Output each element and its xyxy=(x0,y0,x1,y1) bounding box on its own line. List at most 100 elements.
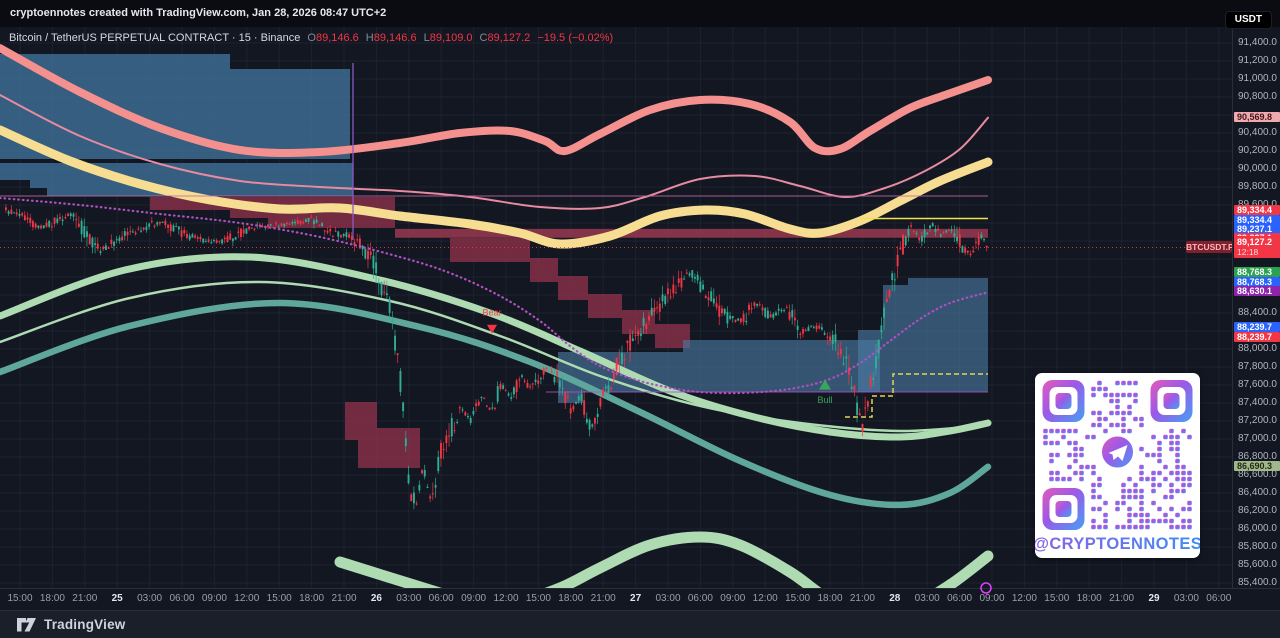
time-tick: 21:00 xyxy=(849,593,875,604)
time-tick: 18:00 xyxy=(558,593,584,604)
supply-zone-top-blue xyxy=(0,54,350,159)
ohlc-low-label: L xyxy=(423,32,430,44)
time-tick: 18:00 xyxy=(817,593,843,604)
time-tick: 21:00 xyxy=(1109,593,1135,604)
qr-code: @CRYPTOENNOTES xyxy=(1033,380,1202,553)
symbol-title[interactable]: Bitcoin / TetherUS PERPETUAL CONTRACT · … xyxy=(9,32,301,44)
price-tick: 85,600.0 xyxy=(1238,559,1277,570)
time-tick: 12:00 xyxy=(752,593,778,604)
time-tick: 03:00 xyxy=(914,593,940,604)
time-tick: 25 xyxy=(111,593,123,604)
supply-demand-zones xyxy=(0,54,988,468)
time-tick: 26 xyxy=(370,593,382,604)
price-tick: 85,400.0 xyxy=(1238,577,1277,588)
time-tick: 12:00 xyxy=(234,593,260,604)
time-tick: 21:00 xyxy=(72,593,98,604)
pink-line xyxy=(0,94,989,210)
time-axis[interactable]: 15:00 18:00 21:00 25 03:00 06:00 09:00 12:00 15:… xyxy=(0,582,1280,610)
ohlc-high-value: 89,146.6 xyxy=(373,32,417,44)
level-lines xyxy=(0,63,1232,418)
event-marker-icon[interactable] xyxy=(979,581,993,595)
time-tick: 06:00 xyxy=(169,593,195,604)
time-tick: 18:00 xyxy=(299,593,325,604)
chart-area[interactable]: Bear Bull Bitcoin / TetherUS PERPETUAL CO… xyxy=(0,27,1232,588)
bear-label: Bear xyxy=(482,308,501,318)
price-tick: 86,600.0 xyxy=(1238,469,1277,480)
time-tick: 15:00 xyxy=(266,593,292,604)
bottom-toolbar: TradingView xyxy=(0,610,1280,638)
indicator-price-label: 88,630.1 xyxy=(1234,286,1280,296)
time-tick: 03:00 xyxy=(655,593,681,604)
time-tick: 18:00 xyxy=(39,593,65,604)
demand-zone-right-blue xyxy=(858,278,988,392)
price-tick: 91,000.0 xyxy=(1238,73,1277,84)
price-tick: 90,000.0 xyxy=(1238,163,1277,174)
indicator-price-label: 88,768.3 xyxy=(1234,267,1280,277)
currency-unit-button[interactable]: USDT xyxy=(1224,11,1272,29)
price-tick: 87,800.0 xyxy=(1238,361,1277,372)
bull-label: Bull xyxy=(817,395,832,405)
tradingview-logo-icon[interactable] xyxy=(16,616,37,634)
bear-triangle-icon xyxy=(487,324,497,334)
time-tick: 21:00 xyxy=(331,593,357,604)
time-tick: 29 xyxy=(1148,593,1160,604)
time-tick: 15:00 xyxy=(7,593,33,604)
trail-stop xyxy=(845,373,988,418)
ohlc-low-value: 89,109.0 xyxy=(429,32,473,44)
bar-countdown: 12:18 xyxy=(1237,247,1259,257)
price-tick: 90,200.0 xyxy=(1238,145,1277,156)
last-price-value: 89,127.2 xyxy=(1237,237,1273,247)
indicator-price-label: 88,239.7 xyxy=(1234,331,1280,342)
candlestick-series xyxy=(5,204,988,510)
price-tick: 87,400.0 xyxy=(1238,397,1277,408)
green-band-upper xyxy=(0,253,992,441)
price-tick: 87,600.0 xyxy=(1238,379,1277,390)
time-tick: 09:00 xyxy=(720,593,746,604)
time-tick: 28 xyxy=(889,593,901,604)
tradingview-wordmark[interactable]: TradingView xyxy=(44,617,126,632)
qr-modules xyxy=(1042,380,1193,530)
ma-dotted-line xyxy=(0,196,990,395)
signal-markers: Bear Bull xyxy=(482,308,832,405)
indicator-price-label: 88,239.7 xyxy=(1234,322,1280,332)
time-tick: 12:00 xyxy=(493,593,519,604)
green-line-thin xyxy=(0,280,990,433)
price-axis[interactable]: 89,127.2 12:18 91,400.0 91,200.0 91,000.0 9… xyxy=(1232,27,1280,588)
price-tick: 89,600.0 xyxy=(1238,199,1277,210)
price-tick: 87,200.0 xyxy=(1238,415,1277,426)
price-tick: 86,000.0 xyxy=(1238,523,1277,534)
qr-handle: @CRYPTOENNOTES xyxy=(1035,535,1200,553)
price-tick: 88,400.0 xyxy=(1238,307,1277,318)
time-tick: 15:00 xyxy=(1044,593,1070,604)
chart-canvas[interactable]: Bear Bull xyxy=(0,27,1232,588)
change-value: −19.5 (−0.02%) xyxy=(537,32,614,44)
time-tick: 03:00 xyxy=(396,593,422,604)
indicator-price-label: 86,690.3 xyxy=(1234,461,1280,471)
watermark-bar: cryptoennotes created with TradingView.c… xyxy=(0,0,1280,27)
last-price-label: 89,127.2 12:18 xyxy=(1234,236,1280,258)
time-tick: 09:00 xyxy=(461,593,487,604)
time-tick: 15:00 xyxy=(525,593,551,604)
ohlc-high-label: H xyxy=(365,32,374,44)
indicator-price-label: 90,569.8 xyxy=(1234,112,1280,122)
price-tick: 87,000.0 xyxy=(1238,433,1277,444)
time-tick: 21:00 xyxy=(590,593,616,604)
indicator-price-label: 88,768.3 xyxy=(1234,276,1280,287)
chart-legend[interactable]: Bitcoin / TetherUS PERPETUAL CONTRACT · … xyxy=(9,32,613,44)
price-tick: 89,800.0 xyxy=(1238,181,1277,192)
time-tick: 12:00 xyxy=(1011,593,1037,604)
indicator-price-label: 89,334.4 xyxy=(1234,214,1280,225)
time-tick: 09:00 xyxy=(201,593,227,604)
ohlc-close-value: 89,127.2 xyxy=(487,32,531,44)
indicator-bands xyxy=(0,44,994,588)
red-staircase xyxy=(450,238,690,348)
time-tick: 18:00 xyxy=(1076,593,1102,604)
ohlc-open-label: O xyxy=(307,32,316,44)
time-tick: 15:00 xyxy=(785,593,811,604)
time-tick: 03:00 xyxy=(1173,593,1199,604)
price-tick: 86,800.0 xyxy=(1238,451,1277,462)
time-tick: 06:00 xyxy=(428,593,454,604)
symbol-price-tag: BTCUSDT.P xyxy=(1186,241,1232,253)
watermark-text: cryptoennotes created with TradingView.c… xyxy=(10,7,387,19)
